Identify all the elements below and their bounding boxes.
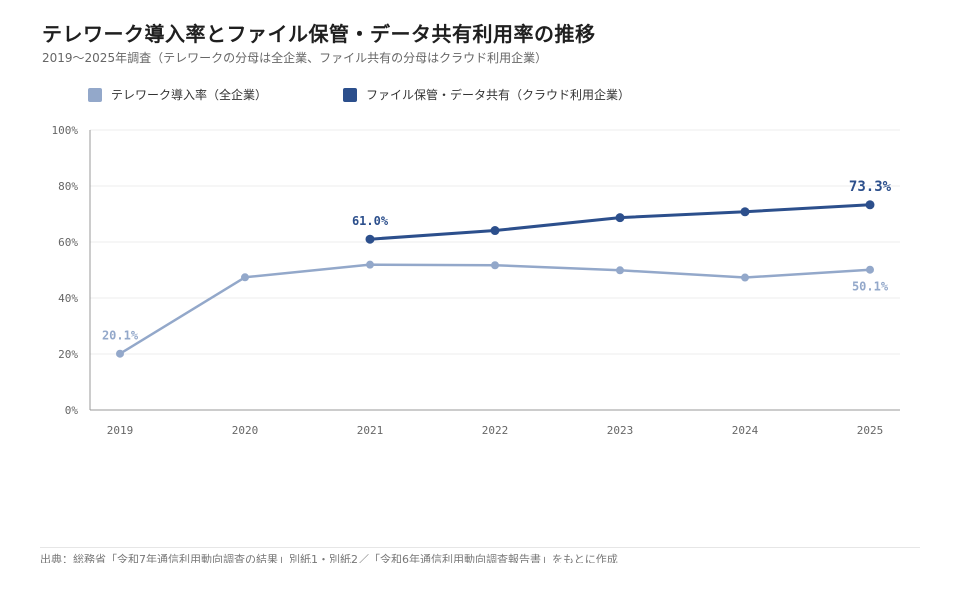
- data-label-telework: 20.1%: [102, 329, 139, 343]
- legend: テレワーク導入率（全企業） ファイル保管・データ共有（クラウド利用企業）: [88, 86, 706, 103]
- x-tick-label: 2020: [232, 424, 259, 437]
- series-group: [116, 200, 875, 358]
- legend-label-file-sharing: ファイル保管・データ共有（クラウド利用企業）: [366, 88, 631, 102]
- data-point-telework[interactable]: [116, 349, 124, 358]
- grid-lines: [90, 129, 900, 355]
- data-labels: 20.1% 50.1% 61.0% 73.3%: [102, 179, 892, 343]
- legend-swatch-file-sharing: [343, 87, 358, 102]
- data-label-file-sharing: 61.0%: [352, 214, 389, 228]
- chart-title: テレワーク導入率とファイル保管・データ共有利用率の推移: [42, 22, 596, 46]
- data-point-telework[interactable]: [866, 265, 874, 274]
- legend-swatch-telework: [88, 87, 102, 102]
- legend-item-telework[interactable]: テレワーク導入率（全企業）: [88, 86, 267, 103]
- y-tick-label: 20%: [58, 348, 78, 361]
- y-tick-label: 0%: [65, 404, 79, 417]
- x-tick-label: 2021: [357, 424, 384, 437]
- x-tick-label: 2019: [107, 424, 134, 437]
- line-chart: 0%20%40%60%80%100% 2019 2020 2021 2022 2023 2…: [52, 124, 900, 437]
- data-point-file-sharing[interactable]: [365, 234, 375, 244]
- data-point-file-sharing[interactable]: [740, 207, 750, 217]
- legend-item-file-sharing[interactable]: ファイル保管・データ共有（クラウド利用企業）: [343, 86, 630, 103]
- y-tick-label: 40%: [58, 292, 78, 305]
- data-point-telework[interactable]: [491, 261, 499, 270]
- data-point-telework[interactable]: [241, 273, 249, 282]
- x-tick-label: 2024: [732, 424, 759, 437]
- chart-subtitle: 2019〜2025年調査（テレワークの分母は全企業、ファイル共有の分母はクラウド…: [42, 51, 548, 65]
- source-note: 出典：総務省「令和7年通信利用動向調査の結果」別紙1・別紙2／「令和6年通信利用…: [40, 553, 618, 563]
- y-tick-label: 100%: [52, 124, 79, 137]
- data-label-telework: 50.1%: [852, 280, 889, 294]
- x-axis-ticks: 2019 2020 2021 2022 2023 2024 2025: [107, 424, 884, 437]
- data-point-file-sharing[interactable]: [490, 226, 500, 236]
- series-line-telework: [118, 263, 872, 355]
- data-point-file-sharing[interactable]: [865, 200, 875, 210]
- y-tick-label: 60%: [58, 236, 78, 249]
- data-point-telework[interactable]: [616, 266, 624, 275]
- data-point-telework[interactable]: [741, 273, 749, 282]
- x-tick-label: 2022: [482, 424, 509, 437]
- x-tick-label: 2023: [607, 424, 634, 437]
- legend-label-telework: テレワーク導入率（全企業）: [111, 88, 268, 102]
- data-point-telework[interactable]: [366, 260, 374, 269]
- data-point-file-sharing[interactable]: [615, 213, 625, 223]
- y-tick-label: 80%: [58, 180, 78, 193]
- footer-divider: [40, 547, 920, 548]
- data-label-file-sharing: 73.3%: [849, 179, 892, 195]
- y-axis-ticks: 0% 20% 40% 60% 80% 100%: [52, 124, 79, 417]
- x-tick-label: 2025: [857, 424, 884, 437]
